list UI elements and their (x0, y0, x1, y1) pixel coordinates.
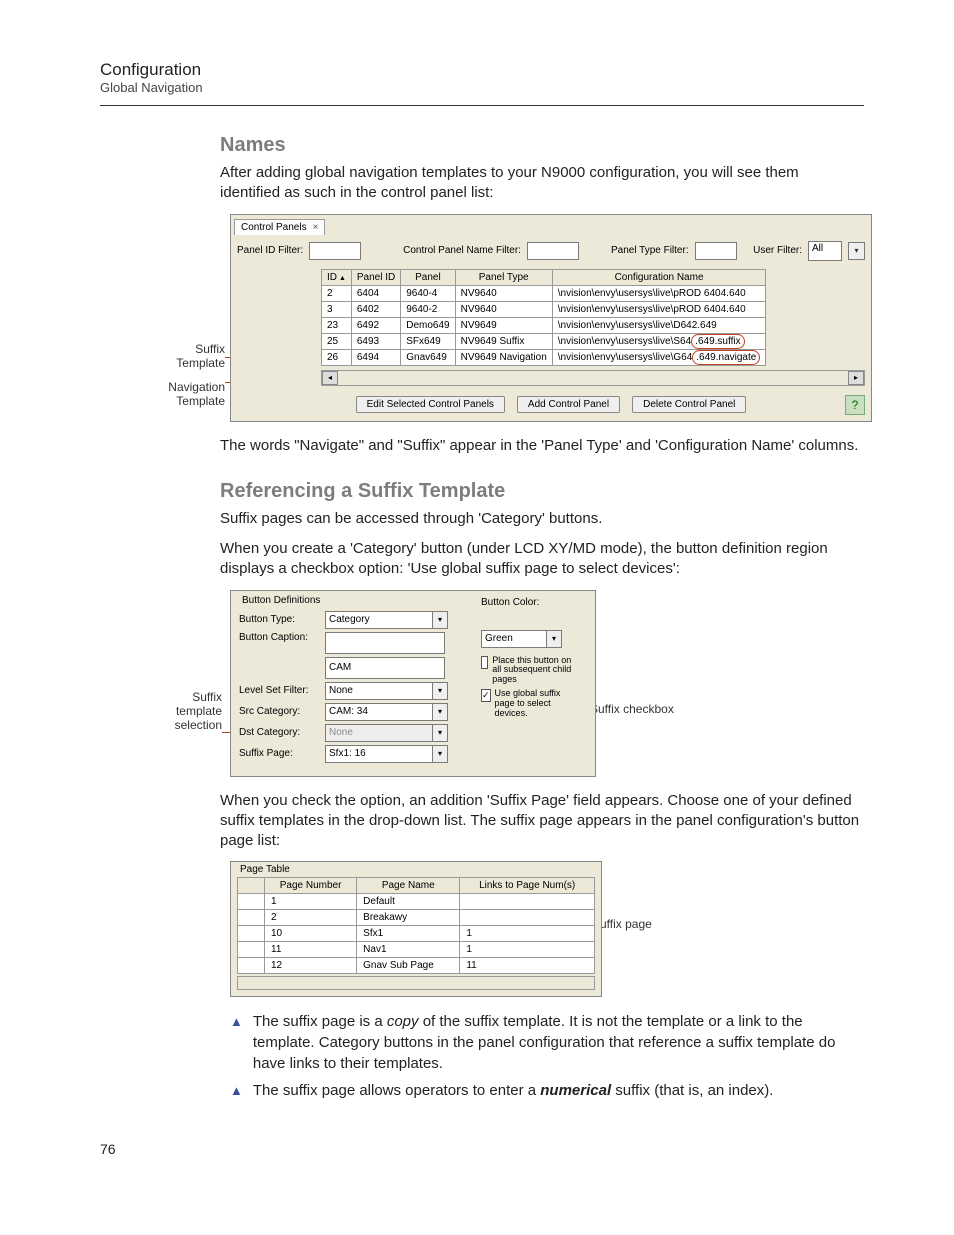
scroll-left-icon[interactable]: ◂ (322, 371, 338, 385)
add-control-panel-button[interactable]: Add Control Panel (517, 396, 620, 413)
table-header: ID ▲ (322, 269, 352, 285)
bullet-1: ▲ The suffix page is a copy of the suffi… (230, 1011, 860, 1074)
panel-id-filter-label: Panel ID Filter: (237, 245, 303, 256)
table-row[interactable]: 236492Demo649NV9649\nvision\envy\usersys… (322, 317, 766, 333)
ref-p1: Suffix pages can be accessed through 'Ca… (220, 509, 860, 529)
page-table-screenshot: Page Table Page NumberPage NameLinks to … (230, 861, 602, 997)
src-category-combo[interactable]: ▾ (325, 703, 448, 721)
table-row[interactable]: 364029640-2NV9640\nvision\envy\usersys\l… (322, 301, 766, 317)
edit-selected-button[interactable]: Edit Selected Control Panels (356, 396, 505, 413)
horizontal-scrollbar[interactable]: ◂ ▸ (321, 370, 865, 386)
user-filter-label: User Filter: (753, 245, 802, 256)
annot-suffix-template: SuffixTemplate (155, 342, 225, 371)
names-after: The words "Navigate" and "Suffix" appear… (220, 436, 860, 456)
table-row[interactable]: 256493SFx649NV9649 Suffix\nvision\envy\u… (322, 333, 766, 349)
dst-category-combo[interactable]: ▾ (325, 724, 448, 742)
table-row[interactable]: 264049640-4NV9640\nvision\envy\usersys\l… (322, 285, 766, 301)
panel-name-filter-label: Control Panel Name Filter: (403, 245, 521, 256)
button-caption-field-2[interactable] (325, 657, 445, 679)
table-header: Page Name (357, 878, 460, 894)
button-caption-label: Button Caption: (239, 632, 319, 643)
bullet-2: ▲ The suffix page allows operators to en… (230, 1080, 860, 1101)
annot-nav-template: NavigationTemplate (140, 380, 225, 409)
table-header: Page Number (265, 878, 357, 894)
level-set-filter-label: Level Set Filter: (239, 685, 319, 696)
table-row[interactable]: 12Gnav Sub Page11 (238, 958, 595, 974)
button-color-combo[interactable]: ▾ (481, 630, 581, 648)
page-header-title: Configuration (100, 60, 864, 80)
page-table: Page NumberPage NameLinks to Page Num(s)… (237, 877, 595, 974)
panel-id-filter-input[interactable] (309, 242, 361, 260)
panel-type-filter-input[interactable] (695, 242, 737, 260)
tab-control-panels[interactable]: Control Panels× (234, 219, 325, 235)
table-row[interactable]: 266494Gnav649NV9649 Navigation\nvision\e… (322, 349, 766, 365)
names-intro: After adding global navigation templates… (220, 163, 860, 204)
button-type-combo[interactable]: ▾ (325, 611, 448, 629)
help-icon[interactable]: ? (845, 395, 865, 415)
button-type-label: Button Type: (239, 614, 319, 625)
table-row[interactable]: 2Breakawy (238, 910, 595, 926)
suffix-page-label: Suffix Page: (239, 748, 319, 759)
page-header-sub: Global Navigation (100, 80, 864, 95)
button-color-label: Button Color: (481, 597, 581, 608)
table-header: Panel ID (351, 269, 400, 285)
section-referencing-title: Referencing a Suffix Template (220, 480, 860, 503)
annot-suffix-page: Suffix page (592, 917, 692, 931)
header-rule (100, 105, 864, 106)
user-filter-dropdown[interactable]: ▾ (848, 242, 865, 260)
table-row[interactable]: 11Nav11 (238, 942, 595, 958)
control-panels-screenshot: Control Panels× Panel ID Filter: Control… (230, 214, 872, 422)
scroll-right-icon[interactable]: ▸ (848, 371, 864, 385)
ref-p2: When you create a 'Category' button (und… (220, 539, 860, 580)
src-category-label: Src Category: (239, 706, 319, 717)
bullet-icon: ▲ (230, 1013, 243, 1074)
table-header: Panel Type (455, 269, 552, 285)
bullet-icon: ▲ (230, 1082, 243, 1101)
place-button-checkbox[interactable]: Place this button on all subsequent chil… (481, 656, 581, 686)
page-table-group: Page Table (237, 864, 293, 875)
ref-p3: When you check the option, an addition '… (220, 791, 860, 852)
dst-category-label: Dst Category: (239, 727, 319, 738)
suffix-page-combo[interactable]: ▾ (325, 745, 448, 763)
page-number: 76 (100, 1141, 864, 1157)
page-table-scrollbar[interactable] (237, 976, 595, 990)
table-header: Panel (401, 269, 455, 285)
close-icon[interactable]: × (313, 222, 319, 233)
table-header: Configuration Name (552, 269, 766, 285)
button-caption-field-1[interactable] (325, 632, 445, 654)
table-header: Links to Page Num(s) (460, 878, 595, 894)
section-names-title: Names (220, 134, 860, 157)
table-row[interactable]: 1Default (238, 894, 595, 910)
annot-suffix-selection: Suffixtemplateselection (160, 690, 222, 733)
table-row[interactable]: 10Sfx11 (238, 926, 595, 942)
annot-suffix-checkbox: Suffix checkbox (590, 702, 710, 716)
button-definitions-screenshot: Button Definitions Button Type: ▾ Button… (230, 590, 596, 777)
control-panels-table: ID ▲Panel IDPanelPanel TypeConfiguration… (321, 269, 766, 366)
panel-name-filter-input[interactable] (527, 242, 579, 260)
use-global-suffix-checkbox[interactable]: ✓Use global suffix page to select device… (481, 689, 581, 719)
button-definitions-group: Button Definitions (239, 595, 323, 606)
level-set-combo[interactable]: ▾ (325, 682, 448, 700)
user-filter-value: All (808, 241, 842, 261)
delete-control-panel-button[interactable]: Delete Control Panel (632, 396, 746, 413)
panel-type-filter-label: Panel Type Filter: (611, 245, 689, 256)
